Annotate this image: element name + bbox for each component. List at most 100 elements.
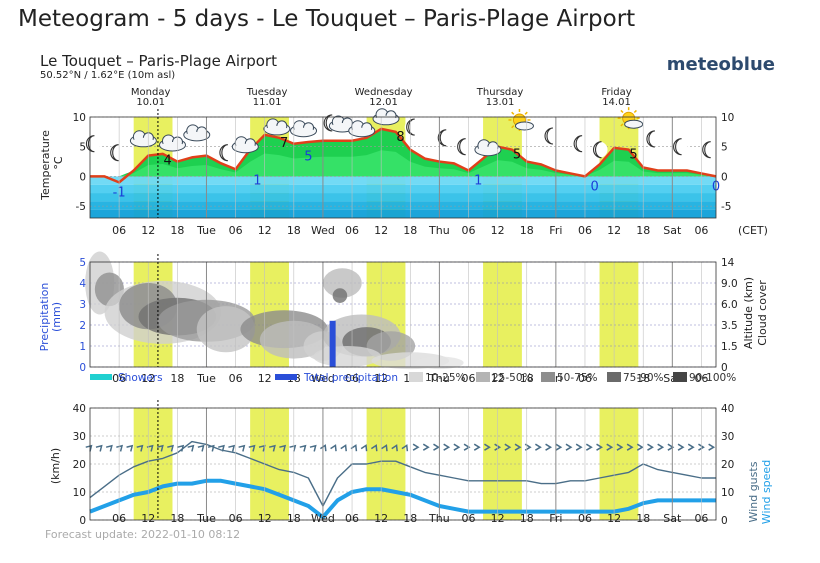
wind-direction-arrow [535, 443, 542, 451]
legend-total-precip-label: Total precipitation [303, 372, 398, 384]
temperature-label: 4 [164, 154, 172, 169]
page-title: Meteogram - 5 days - Le Touquet – Paris-… [18, 6, 636, 32]
wind-panel [85, 407, 716, 521]
wind-direction-arrow-shape [381, 444, 388, 452]
sun-icon-ray [524, 111, 528, 115]
temperature-label: 7 [280, 136, 288, 151]
precip-axis-label: Precipitation [38, 283, 51, 352]
temperature-axis-label: Temperature [39, 130, 52, 201]
wind-direction-arrow [565, 443, 573, 451]
wind-direction-arrow-shape [494, 443, 502, 451]
wind-direction-arrow-shape [116, 444, 124, 452]
x-tick-label: Fri [549, 512, 562, 525]
cold-band [90, 193, 716, 202]
wind-direction-arrow-shape [85, 444, 93, 452]
wind-direction-arrow-shape [657, 443, 665, 451]
temperature-y-tick-right: 0 [721, 171, 728, 183]
wind-direction-arrow [433, 443, 440, 451]
wind-direction-arrow [514, 443, 522, 451]
wind-direction-arrow-shape [524, 443, 532, 451]
cold-band [90, 209, 716, 218]
x-tick-label: 12 [491, 372, 505, 385]
wind-direction-arrow [708, 443, 716, 451]
day-name: Tuesday [246, 87, 288, 98]
sun-icon-ray [511, 111, 515, 115]
precip-unit-label: (mm) [50, 302, 63, 332]
x-tick-label: 06 [112, 372, 126, 385]
x-tick-label: 18 [403, 512, 417, 525]
cloud-icon-fill [265, 125, 288, 134]
wind-direction-arrow [524, 443, 532, 451]
wind-direction-arrow [330, 444, 337, 452]
wind-direction-arrow [473, 443, 481, 451]
location-title: Le Touquet – Paris-Plage Airport [40, 52, 277, 70]
wind-direction-arrow [484, 443, 491, 451]
wind-direction-arrow-shape [698, 443, 705, 451]
cloud-icon-fill [292, 127, 315, 136]
wind-direction-arrow-shape [596, 443, 603, 451]
x-tick-label: 12 [141, 224, 155, 237]
wind-direction-arrow [381, 444, 388, 452]
x-tick-label: 12 [141, 512, 155, 525]
wind-direction-arrow-shape [626, 443, 634, 451]
sun-icon-ray [620, 109, 624, 114]
wind-direction-arrow [126, 444, 134, 452]
temperature-unit-label: °C [52, 156, 65, 170]
wind-direction-arrow [555, 443, 563, 451]
wind-direction-arrow [350, 444, 358, 452]
x-tick-label: 18 [403, 224, 417, 237]
wind-direction-arrow-shape [207, 444, 215, 452]
wind-direction-arrow-shape [616, 443, 624, 451]
x-tick-label: Wed [311, 224, 335, 237]
wind-direction-arrow-shape [647, 443, 654, 451]
wind-direction-arrow [146, 444, 154, 452]
wind-direction-arrow-shape [350, 444, 358, 452]
x-tick-label: Thu [428, 512, 450, 525]
wind-direction-arrow [299, 444, 307, 452]
moon-icon [700, 141, 717, 159]
temperature-label: 5 [629, 148, 637, 163]
moon-icon-crescent [323, 114, 333, 132]
altitude-y-tick: 14 [721, 257, 735, 269]
wind-direction-arrow-shape [565, 443, 573, 451]
x-tick-label: 06 [112, 512, 126, 525]
legend-cloud-label: 10-25% [425, 372, 466, 384]
wind-speed-axis-label: Wind speed [760, 460, 773, 524]
x-tick-label: Tue [196, 224, 216, 237]
wind-direction-arrow-shape [136, 444, 144, 452]
sun-icon [617, 107, 644, 130]
wind-direction-arrow [606, 443, 614, 451]
wind-direction-arrow [370, 444, 378, 452]
wind-direction-arrow-shape [443, 443, 451, 451]
day-date: 13.01 [486, 97, 515, 108]
wind-direction-arrow-shape [401, 444, 409, 452]
x-tick-label: 12 [491, 512, 505, 525]
wind-direction-arrow [453, 443, 461, 451]
cloud-icon [263, 118, 291, 136]
wind-direction-arrow [677, 443, 685, 451]
x-tick-label: Sat [663, 512, 682, 525]
wind-direction-arrow-shape [687, 443, 695, 451]
wind-y-tick-right: 40 [721, 403, 734, 415]
wind-y-tick: 40 [73, 403, 86, 415]
legend-cloud-swatch [476, 372, 490, 382]
temperature-label: 0 [591, 179, 599, 194]
wind-direction-arrow-shape [708, 443, 716, 451]
wind-direction-arrow [167, 444, 174, 452]
precipitation-bar [329, 320, 336, 367]
moon-icon [671, 138, 688, 156]
wind-direction-arrow-shape [248, 444, 256, 452]
x-tick-label: 12 [258, 372, 272, 385]
wind-direction-arrow [422, 443, 430, 451]
day-name: Thursday [476, 87, 524, 98]
wind-direction-arrow [95, 444, 103, 452]
wind-direction-arrow-shape [412, 443, 420, 451]
cloud-icon-fill [375, 115, 398, 124]
cloud-cover-area [196, 306, 255, 353]
wind-direction-arrow [494, 443, 502, 451]
x-tick-label: 18 [287, 224, 301, 237]
moon-icon [591, 141, 608, 159]
wind-unit-label: (km/h) [49, 448, 62, 484]
